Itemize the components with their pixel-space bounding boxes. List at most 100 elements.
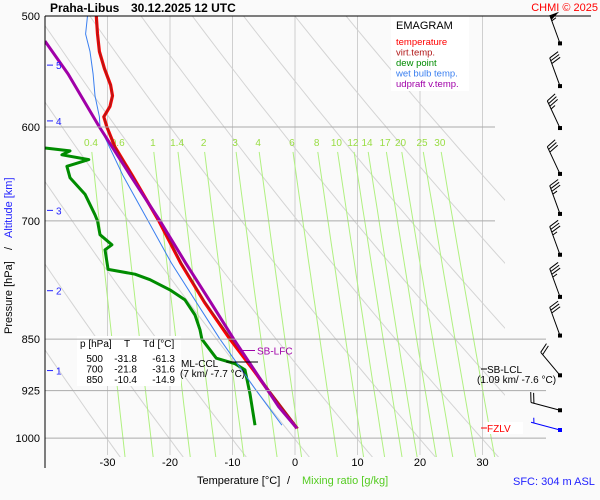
ml-ccl-sublabel: (7 km/ -7.7 °C) bbox=[180, 369, 245, 380]
barb-feather bbox=[540, 343, 547, 353]
station-title: Praha-Libus bbox=[50, 1, 120, 15]
dry-adiabat bbox=[345, 16, 505, 202]
pressure-tick-label: 600 bbox=[22, 122, 40, 134]
barb-feather bbox=[549, 51, 559, 59]
table-header: Td [°C] bbox=[143, 339, 174, 350]
mixing-ratio-labels: 0.4 0.6 1 1.4 2 3 4 6 8 10 12 14 17 20 25 30 bbox=[84, 138, 446, 149]
wind-barb bbox=[546, 139, 562, 176]
table-cell: -61.3 bbox=[152, 354, 175, 365]
barb-feather bbox=[546, 139, 556, 148]
wind-barb bbox=[549, 51, 562, 89]
sb-lfc-label: SB-LFC bbox=[257, 347, 293, 358]
mixing-ratio-line bbox=[258, 151, 303, 457]
barb-half-feather bbox=[552, 231, 558, 236]
table-cell: -31.8 bbox=[114, 354, 137, 365]
annotations: SB-LFC ML-CCL(7 km/ -7.7 °C) SB-LCL(1.09 k… bbox=[180, 347, 556, 435]
barb-feather bbox=[549, 144, 558, 153]
fzlv-label: FZLV bbox=[487, 424, 511, 435]
pressure-tick-label: 1000 bbox=[16, 433, 40, 445]
altitude-tick-label: 4 bbox=[56, 117, 62, 128]
barb-staff bbox=[549, 268, 561, 298]
barb-feather bbox=[550, 222, 560, 230]
legend-title: EMAGRAM bbox=[396, 20, 453, 32]
mixing-ratio-line bbox=[292, 151, 338, 457]
barb-feather bbox=[550, 264, 560, 272]
barb-feather bbox=[549, 179, 559, 187]
barb-feather bbox=[549, 219, 559, 227]
ml-ccl-label: ML-CCL bbox=[181, 359, 219, 370]
table-cell: 500 bbox=[86, 354, 103, 365]
mixing-ratio-label: 1.4 bbox=[170, 138, 184, 149]
mixing-ratio-label: 4 bbox=[255, 138, 261, 149]
barb-half-feather bbox=[551, 17, 557, 22]
barb-feather bbox=[551, 306, 561, 314]
table-cell: -21.8 bbox=[114, 365, 137, 376]
dry-adiabat bbox=[191, 16, 505, 396]
barb-pennant bbox=[549, 11, 560, 20]
mixing-ratio-line bbox=[118, 151, 154, 457]
profile-virt-temp bbox=[95, 16, 299, 429]
barb-feather bbox=[551, 184, 561, 192]
barb-feather bbox=[551, 267, 561, 275]
mixing-ratio-label: 17 bbox=[380, 138, 392, 149]
barb-half-feather bbox=[550, 105, 556, 110]
legend-entry: dew point bbox=[396, 58, 437, 69]
barb-feather bbox=[548, 142, 557, 150]
barb-staff bbox=[546, 100, 561, 129]
barb-feather bbox=[546, 93, 556, 102]
table-cell: 850 bbox=[86, 375, 103, 386]
mixing-ratio-label: 2 bbox=[201, 138, 207, 149]
altitude-tick-label: 1 bbox=[56, 367, 62, 378]
pressure-tick-label: 850 bbox=[22, 334, 40, 346]
mixing-ratio-label: 30 bbox=[434, 138, 446, 149]
altitude-tick-label: 2 bbox=[56, 287, 62, 298]
wind-barb bbox=[549, 11, 562, 46]
sb-lcl-sublabel: (1.09 km/ -7.6 °C) bbox=[477, 375, 556, 386]
barb-feather bbox=[549, 300, 559, 308]
barb-staff bbox=[530, 421, 561, 431]
dry-adiabat bbox=[242, 16, 505, 329]
dry-adiabat bbox=[140, 16, 500, 457]
barb-staff bbox=[549, 307, 561, 336]
table-cell: 700 bbox=[86, 365, 103, 376]
temperature-tick-label: 30 bbox=[476, 457, 488, 469]
table-cell: -31.6 bbox=[152, 365, 175, 376]
barb-staff bbox=[530, 402, 561, 411]
barb-half-feather bbox=[552, 273, 558, 278]
barb-half-feather bbox=[552, 190, 558, 195]
barb-staff bbox=[546, 146, 561, 175]
mixing-ratio-line bbox=[367, 151, 418, 457]
altitude-axis-label: Altitude [km] bbox=[3, 177, 15, 238]
mixing-ratio-line bbox=[337, 151, 386, 457]
mixing-ratio-line bbox=[385, 151, 437, 457]
mixing-ratio-label: 10 bbox=[331, 138, 343, 149]
mixing-ratio-label: 3 bbox=[232, 138, 238, 149]
profile-udpraft-v-temp bbox=[45, 40, 299, 430]
dry-adiabat bbox=[45, 180, 247, 457]
mixing-ratio-label: 0.6 bbox=[111, 138, 125, 149]
y-axis-separator: / bbox=[3, 246, 15, 250]
dry-adiabat bbox=[45, 24, 373, 457]
barb-feather bbox=[549, 98, 558, 107]
mixing-ratio-line bbox=[91, 151, 126, 457]
barb-feather bbox=[550, 181, 560, 189]
wind-barbs bbox=[530, 11, 562, 432]
profile-dew-point bbox=[45, 146, 257, 426]
mixing-ratio-label: 1 bbox=[150, 138, 156, 149]
altitude-tick-label: 5 bbox=[56, 61, 62, 72]
wind-barb bbox=[549, 300, 562, 338]
barb-feather bbox=[542, 345, 549, 355]
barb-staff bbox=[540, 352, 561, 376]
barb-feather bbox=[549, 262, 559, 270]
dry-adiabat bbox=[45, 263, 184, 457]
profile-wet-bulb-temp bbox=[85, 16, 283, 426]
wind-barb bbox=[549, 219, 562, 257]
mixing-ratio-line bbox=[153, 151, 191, 457]
wind-barb bbox=[546, 93, 562, 131]
barb-staff bbox=[549, 57, 561, 87]
legend-entry: virt.temp. bbox=[396, 48, 435, 59]
legend-box bbox=[391, 16, 469, 91]
pressure-tick-label: 700 bbox=[22, 216, 40, 228]
